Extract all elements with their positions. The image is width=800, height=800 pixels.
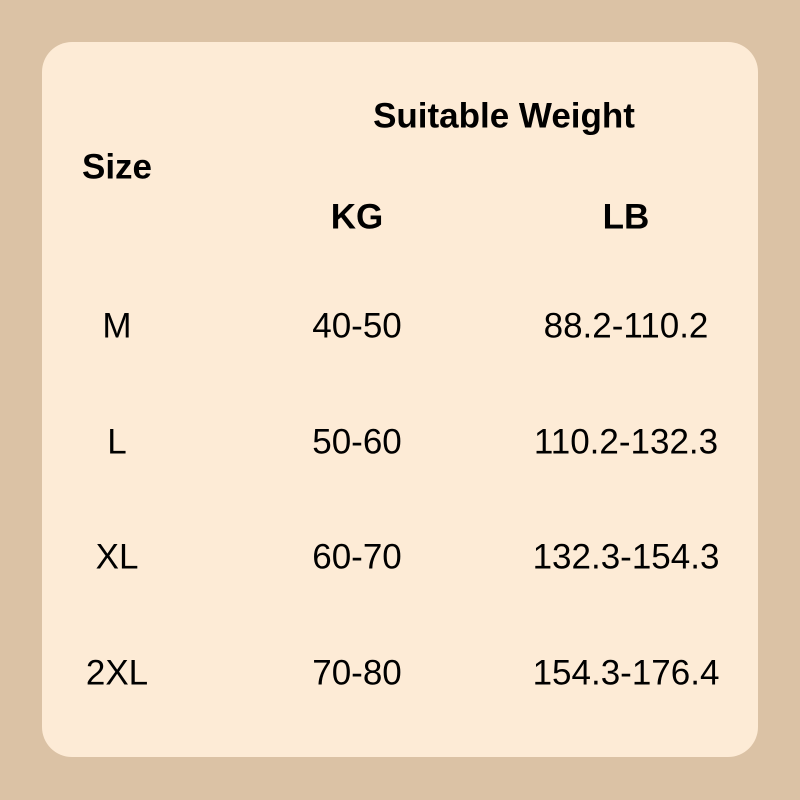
size-chart-card: [42, 42, 758, 757]
kg-header: KG: [330, 197, 384, 237]
lb-cell: 110.2-132.3: [533, 422, 719, 462]
lb-header: LB: [602, 197, 650, 237]
kg-cell: 40-50: [312, 306, 402, 346]
kg-cell: 50-60: [312, 422, 402, 462]
kg-cell: 70-80: [312, 653, 402, 693]
size-cell: L: [107, 422, 127, 462]
lb-cell: 88.2-110.2: [543, 306, 709, 346]
lb-cell: 154.3-176.4: [532, 653, 720, 693]
lb-cell: 132.3-154.3: [532, 537, 720, 577]
size-cell: 2XL: [85, 653, 149, 693]
size-header: Size: [81, 147, 153, 187]
kg-cell: 60-70: [312, 537, 402, 577]
size-cell: XL: [95, 537, 139, 577]
size-cell: M: [102, 306, 132, 346]
suitable-weight-header: Suitable Weight: [373, 96, 635, 136]
